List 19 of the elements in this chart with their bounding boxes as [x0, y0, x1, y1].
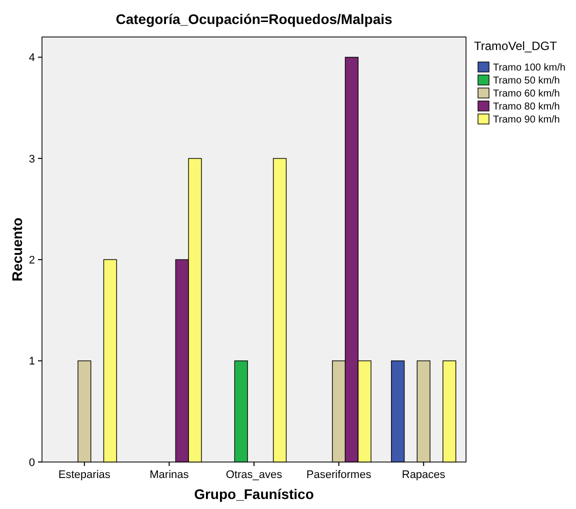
x-tick-label: Paseriformes	[306, 469, 372, 481]
y-tick-label: 1	[28, 356, 35, 368]
y-tick-label: 0	[28, 456, 35, 469]
legend-label: Tramo 60 km/h	[493, 88, 560, 100]
legend-label: Tramo 50 km/h	[493, 76, 560, 86]
y-tick-label: 3	[28, 153, 35, 166]
y-tick-label: 4	[28, 52, 35, 64]
y-axis-title: Recuento	[9, 218, 25, 282]
legend-label: Tramo 90 km/h	[493, 114, 560, 126]
legend-label: Tramo 100 km/h	[493, 62, 566, 74]
x-tick-label: Marinas	[150, 469, 190, 481]
x-tick-label: Otras_aves	[226, 469, 283, 481]
legend-title: TramoVel_DGT	[474, 39, 558, 53]
y-tick-label: 2	[28, 254, 35, 266]
chart-title: Categoría_Ocupación=Roquedos/Malpais	[116, 11, 392, 27]
x-axis-title: Grupo_Faunístico	[194, 486, 314, 502]
legend-label: Tramo 80 km/h	[493, 102, 560, 112]
x-tick-label: Esteparias	[58, 469, 111, 481]
x-tick-label: Rapaces	[402, 469, 446, 481]
